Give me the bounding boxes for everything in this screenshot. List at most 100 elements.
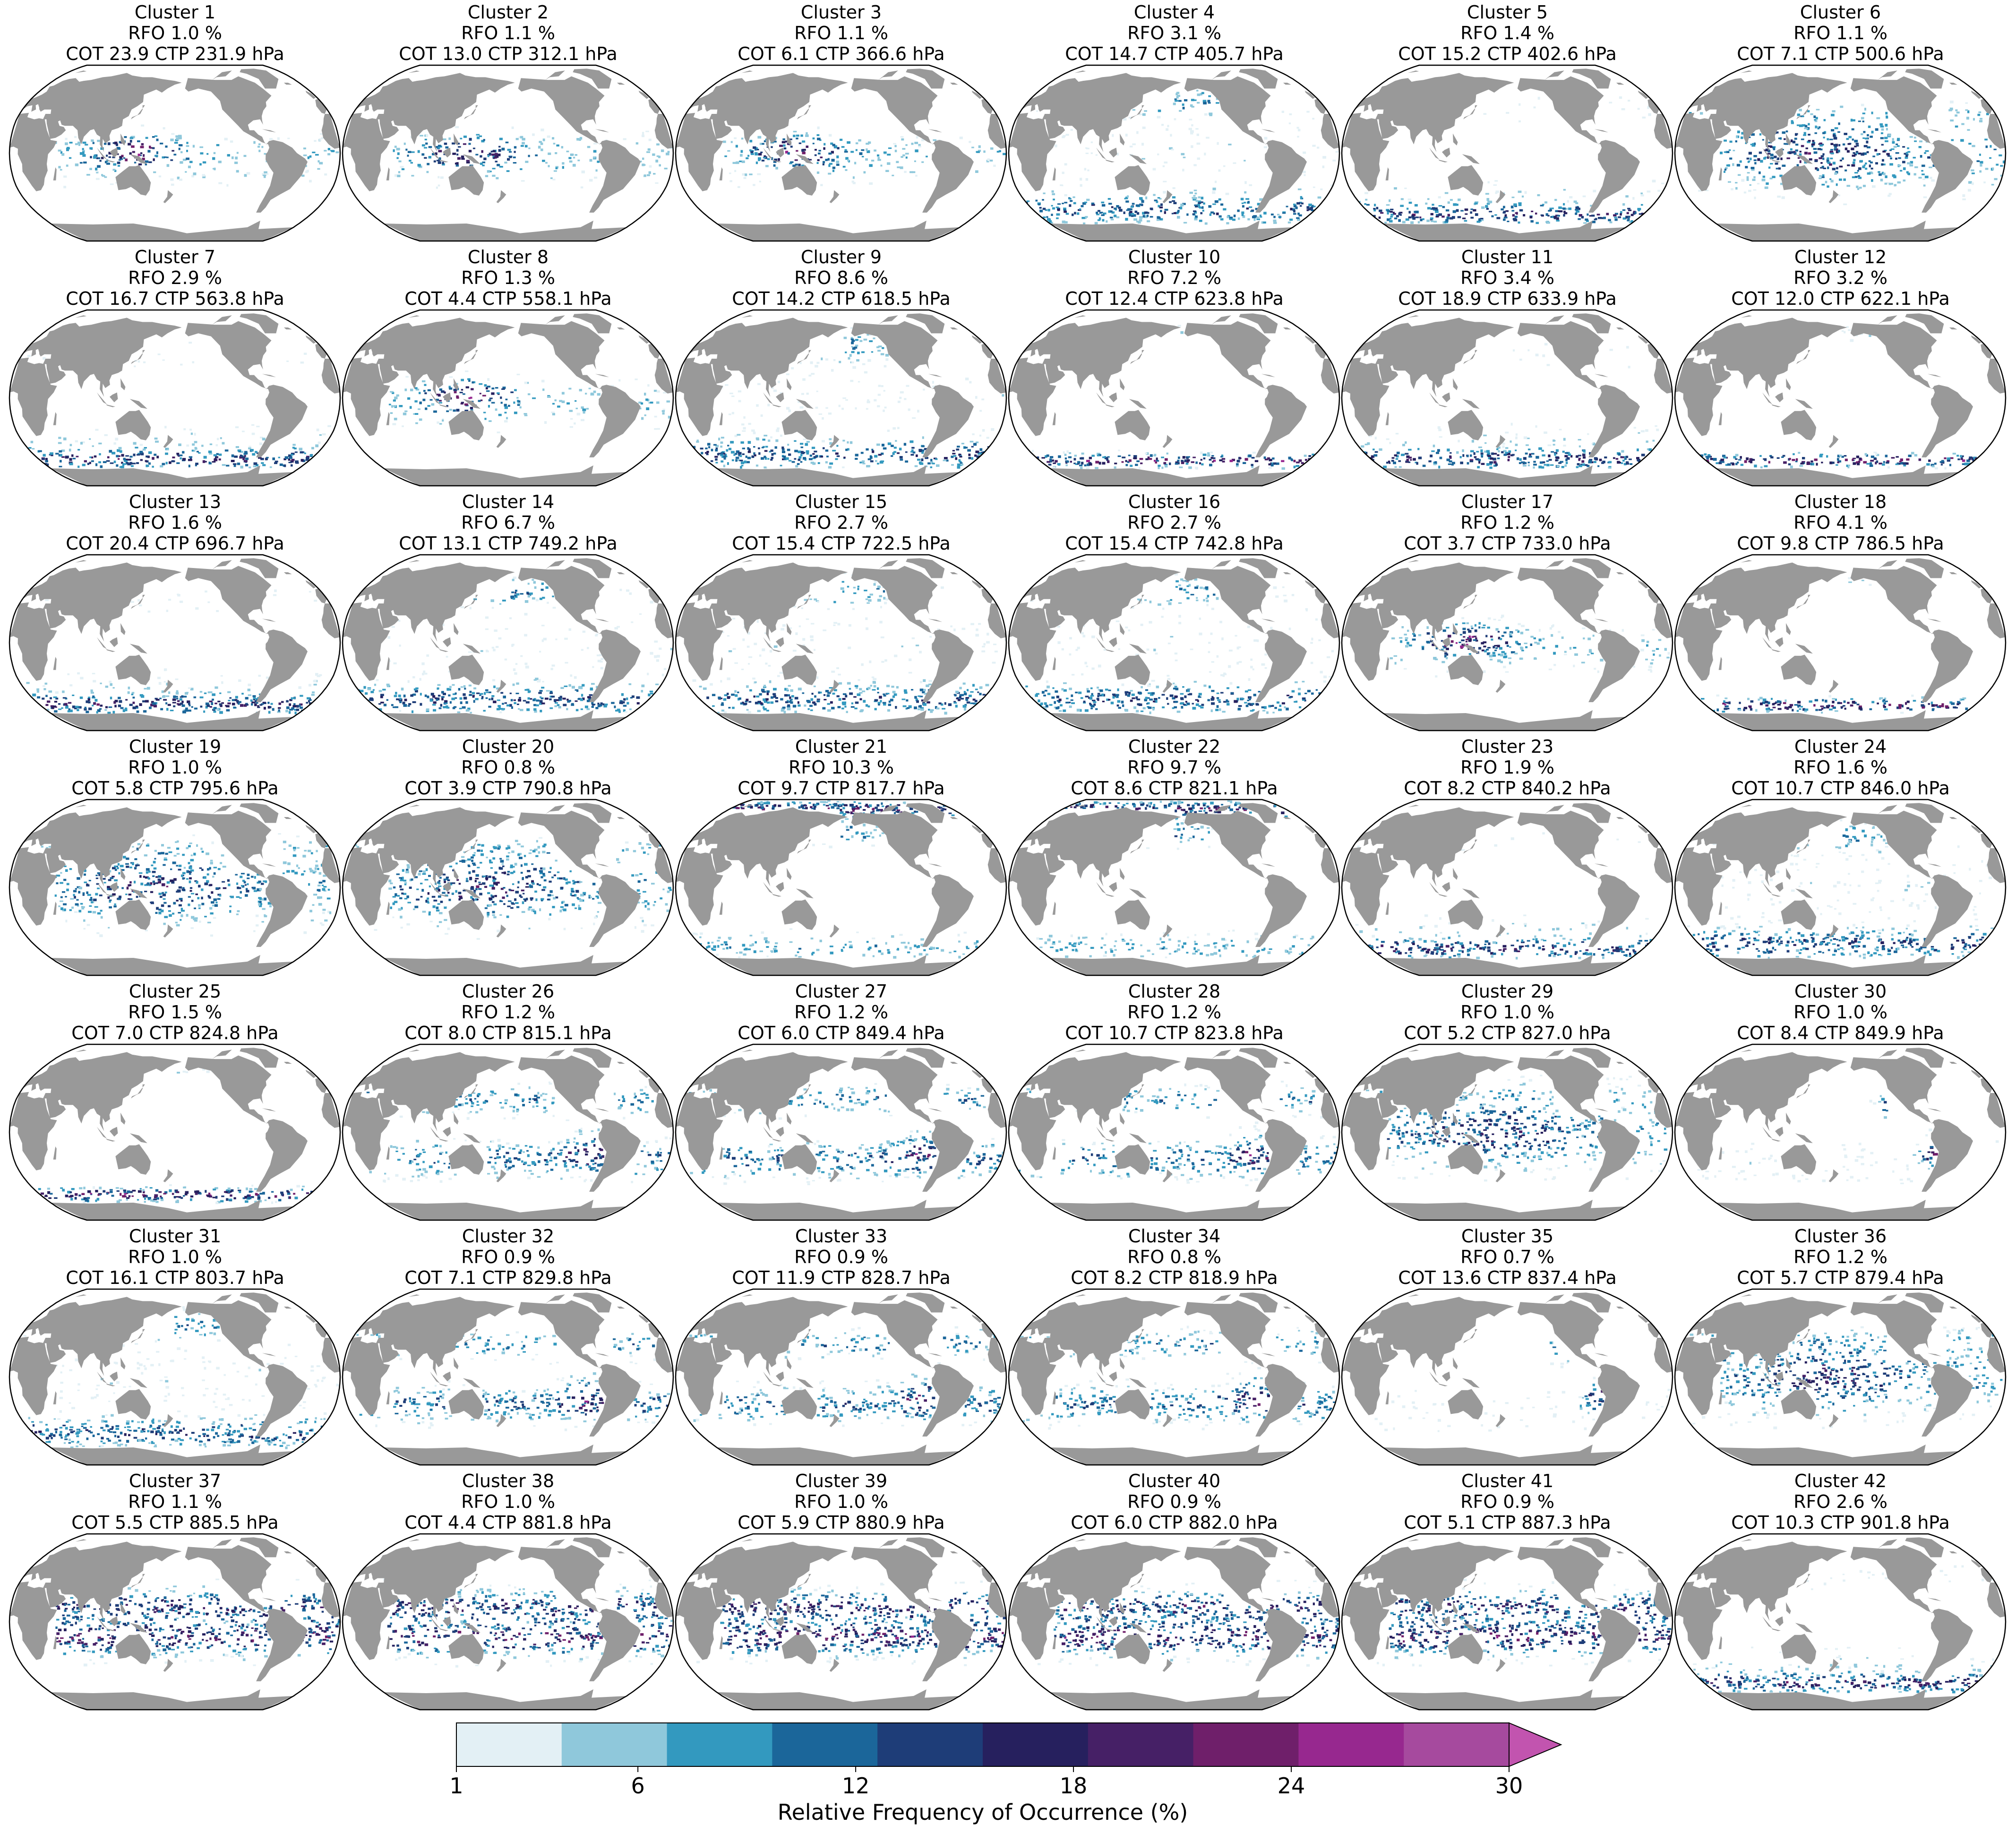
colorbar-extend-max (1509, 1723, 1561, 1766)
cluster-rfo: RFO 1.1 % (342, 23, 675, 43)
cluster-cot-ctp: COT 8.4 CTP 849.9 hPa (1674, 1023, 2007, 1043)
cluster-name: Cluster 21 (675, 736, 1008, 757)
colorbar-bin (562, 1723, 667, 1766)
cluster-name: Cluster 29 (1341, 981, 1674, 1002)
world-map (1675, 800, 2006, 975)
cluster-name: Cluster 37 (9, 1471, 342, 1491)
cluster-rfo: RFO 1.1 % (9, 1491, 342, 1512)
world-map (1342, 1289, 1673, 1465)
cluster-rfo: RFO 1.6 % (9, 512, 342, 533)
cluster-cot-ctp: COT 10.7 CTP 846.0 hPa (1674, 778, 2007, 799)
world-map (1009, 1044, 1339, 1220)
world-map (1675, 1289, 2006, 1465)
cluster-name: Cluster 33 (675, 1226, 1008, 1247)
cluster-cot-ctp: COT 10.7 CTP 823.8 hPa (1008, 1023, 1341, 1043)
cluster-rfo: RFO 0.9 % (342, 1247, 675, 1267)
world-map (1675, 65, 2006, 241)
cluster-cot-ctp: COT 15.4 CTP 722.5 hPa (675, 533, 1008, 554)
world-map (676, 310, 1006, 486)
world-map (343, 800, 673, 975)
colorbar-tick-label: 24 (1278, 1773, 1305, 1799)
cluster-name: Cluster 11 (1341, 247, 1674, 267)
cluster-cot-ctp: COT 6.0 CTP 882.0 hPa (1008, 1512, 1341, 1533)
cluster-name: Cluster 25 (9, 981, 342, 1002)
world-map (676, 555, 1006, 731)
cluster-cot-ctp: COT 13.1 CTP 749.2 hPa (342, 533, 675, 554)
cluster-cot-ctp: COT 10.3 CTP 901.8 hPa (1674, 1512, 2007, 1533)
world-map (676, 1289, 1006, 1465)
cluster-rfo: RFO 1.4 % (1341, 23, 1674, 43)
cluster-name: Cluster 36 (1674, 1226, 2007, 1247)
cluster-cot-ctp: COT 4.4 CTP 881.8 hPa (342, 1512, 675, 1533)
world-map (1009, 65, 1339, 241)
cluster-name: Cluster 39 (675, 1471, 1008, 1491)
cluster-rfo: RFO 2.6 % (1674, 1491, 2007, 1512)
world-map (676, 1044, 1006, 1220)
cluster-cot-ctp: COT 5.7 CTP 879.4 hPa (1674, 1267, 2007, 1288)
cluster-cot-ctp: COT 3.7 CTP 733.0 hPa (1341, 533, 1674, 554)
world-map (676, 65, 1006, 241)
cluster-name: Cluster 4 (1008, 2, 1341, 23)
cluster-cot-ctp: COT 5.1 CTP 887.3 hPa (1341, 1512, 1674, 1533)
cluster-name: Cluster 9 (675, 247, 1008, 267)
cluster-rfo: RFO 1.0 % (675, 1491, 1008, 1512)
cluster-cot-ctp: COT 8.2 CTP 840.2 hPa (1341, 778, 1674, 799)
world-map (676, 1534, 1006, 1710)
cluster-name: Cluster 14 (342, 491, 675, 512)
cluster-rfo: RFO 1.0 % (9, 23, 342, 43)
colorbar-tick-label: 1 (449, 1773, 463, 1799)
colorbar-bin (1088, 1723, 1193, 1766)
colorbar-tick-label: 12 (842, 1773, 870, 1799)
cluster-name: Cluster 18 (1674, 491, 2007, 512)
cluster-name: Cluster 16 (1008, 491, 1341, 512)
world-map (9, 65, 340, 241)
cluster-cot-ctp: COT 15.2 CTP 402.6 hPa (1341, 43, 1674, 64)
cluster-cot-ctp: COT 8.2 CTP 818.9 hPa (1008, 1267, 1341, 1288)
cluster-name: Cluster 22 (1008, 736, 1341, 757)
world-map (9, 1289, 340, 1465)
cluster-cot-ctp: COT 7.0 CTP 824.8 hPa (9, 1023, 342, 1043)
cluster-rfo: RFO 1.2 % (1341, 512, 1674, 533)
cluster-name: Cluster 40 (1008, 1471, 1341, 1491)
cluster-cot-ctp: COT 3.9 CTP 790.8 hPa (342, 778, 675, 799)
colorbar-bin (1298, 1723, 1404, 1766)
world-map (1675, 1534, 2006, 1710)
cluster-rfo: RFO 3.1 % (1008, 23, 1341, 43)
world-map (1342, 1044, 1673, 1220)
world-map (343, 555, 673, 731)
